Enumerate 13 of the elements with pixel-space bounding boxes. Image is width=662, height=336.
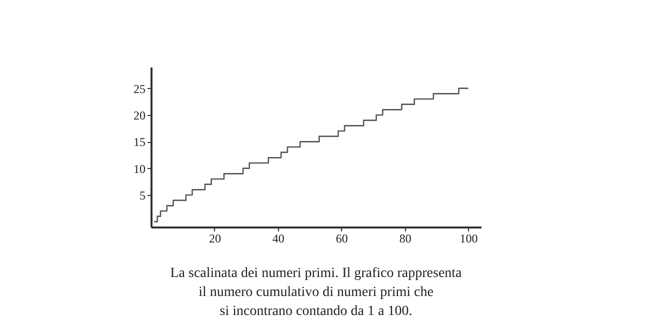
x-tick-label: 60 [336,232,348,246]
y-tick-label: 5 [140,188,146,202]
y-tick-label: 25 [134,82,146,96]
x-tick-label: 80 [399,232,412,246]
y-tick-label: 10 [134,162,146,176]
y-tick-label: 15 [134,135,146,150]
text: si incontrano contando da 1 a 100. [220,304,412,319]
text: il numero cumulativo di numeri primi che [198,285,434,300]
text: La scalinata dei numeri primi. Il grafico rappresenta [170,266,463,281]
x-tick-label: 100 [460,232,478,246]
y-tick-label: 20 [134,108,146,122]
x-tick-label: 20 [208,232,221,246]
x-tick-label: 40 [272,232,284,246]
